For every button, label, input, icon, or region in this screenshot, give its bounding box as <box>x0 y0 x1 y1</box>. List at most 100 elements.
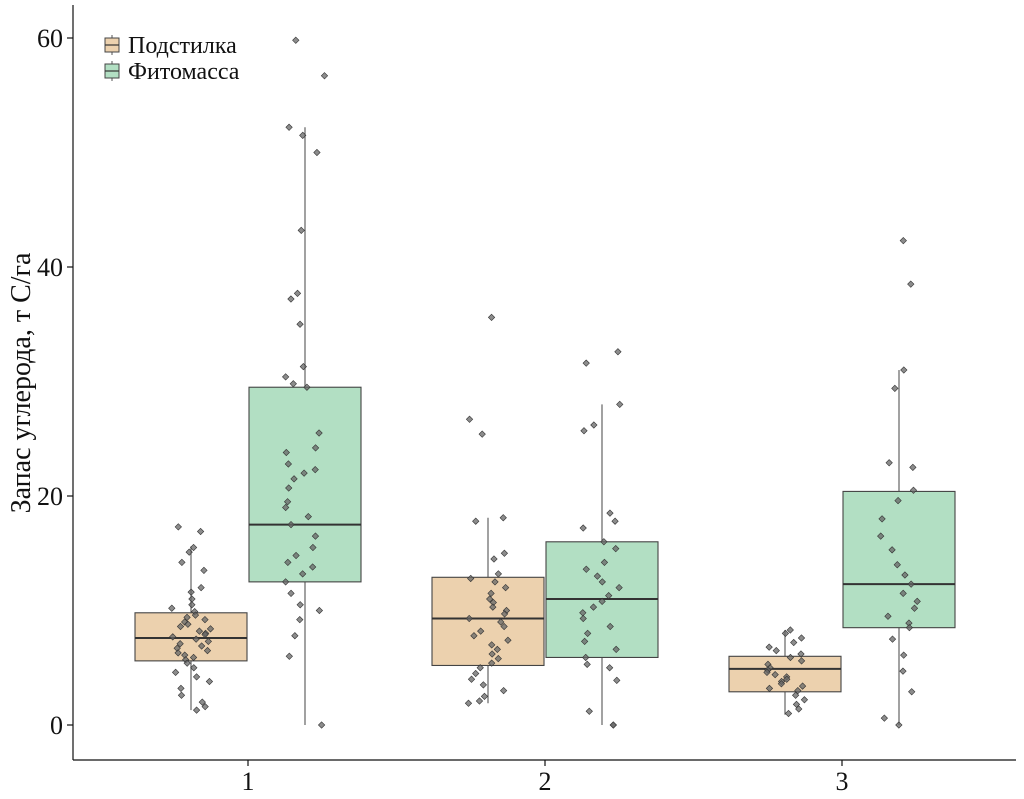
data-point <box>191 611 200 619</box>
data-point <box>797 657 806 665</box>
data-point <box>763 668 771 676</box>
data-point <box>488 641 496 649</box>
data-point <box>910 604 919 612</box>
data-point <box>500 610 509 618</box>
data-point <box>296 320 304 328</box>
data-point <box>590 421 598 429</box>
data-point <box>783 675 791 683</box>
y-ticks: 0 20 40 60 <box>37 24 73 740</box>
data-point <box>614 348 622 356</box>
data-point <box>798 682 807 690</box>
data-point <box>791 691 800 699</box>
data-point <box>465 415 474 423</box>
data-point <box>196 527 205 536</box>
data-point <box>287 295 295 303</box>
box-Подстилка-1 <box>134 523 248 714</box>
data-point <box>593 572 602 580</box>
data-point <box>311 444 320 452</box>
y-tick-label: 20 <box>37 482 63 511</box>
data-point <box>477 627 485 635</box>
x-tick-label: 2 <box>539 767 552 796</box>
data-point <box>800 696 809 704</box>
data-point <box>317 721 326 729</box>
data-point <box>200 566 208 575</box>
data-point <box>899 667 907 675</box>
data-point <box>465 614 473 623</box>
data-point <box>909 486 918 494</box>
data-point <box>600 538 608 546</box>
data-point <box>781 629 790 638</box>
data-point <box>183 613 191 621</box>
box-iqr <box>842 490 956 629</box>
data-point <box>472 669 480 678</box>
data-point <box>478 430 486 438</box>
data-point <box>786 653 795 662</box>
data-point <box>296 601 304 609</box>
data-point <box>501 583 510 592</box>
data-point <box>606 664 614 672</box>
data-point <box>192 706 201 714</box>
data-point <box>908 688 916 696</box>
data-point <box>500 687 508 695</box>
data-point <box>311 466 319 474</box>
x-tick-label: 1 <box>242 767 255 796</box>
data-point <box>177 691 186 699</box>
data-point <box>304 512 312 521</box>
data-point <box>615 583 623 592</box>
data-point <box>488 650 496 658</box>
data-point <box>494 654 502 663</box>
data-point <box>176 640 184 648</box>
data-point <box>907 580 915 588</box>
data-point <box>467 574 475 583</box>
data-point <box>612 645 620 654</box>
data-point <box>878 515 886 523</box>
data-point <box>893 561 901 569</box>
data-point <box>467 675 476 683</box>
data-point <box>285 652 293 660</box>
data-point <box>479 681 487 689</box>
data-point <box>189 543 198 552</box>
legend-key-2 <box>104 61 120 81</box>
data-point <box>311 532 320 540</box>
data-point <box>293 289 302 297</box>
data-point <box>206 625 215 633</box>
data-point <box>292 36 300 44</box>
y-tick-label: 60 <box>37 24 63 53</box>
data-point <box>281 578 290 586</box>
data-point <box>611 517 619 525</box>
data-point <box>299 362 307 371</box>
data-point <box>187 588 195 596</box>
data-point <box>174 649 182 657</box>
data-point <box>282 448 290 457</box>
data-point <box>204 637 212 646</box>
data-point <box>579 524 587 532</box>
legend-label: Фитомасса <box>128 59 240 85</box>
data-point <box>299 131 307 139</box>
data-point <box>499 514 507 522</box>
data-point <box>190 664 198 672</box>
data-point <box>613 676 621 684</box>
data-point <box>178 558 186 567</box>
data-point <box>585 707 593 715</box>
data-point <box>169 633 177 641</box>
data-point <box>609 721 617 729</box>
data-point <box>901 571 909 579</box>
x-tick-label: 3 <box>836 767 849 796</box>
data-point <box>494 570 502 578</box>
data-point <box>500 622 508 631</box>
data-point <box>198 642 206 650</box>
data-point <box>497 618 505 626</box>
data-point <box>292 551 300 560</box>
data-point <box>579 614 587 623</box>
box-Подстилка-2 <box>431 313 545 707</box>
data-point <box>895 721 903 729</box>
data-point <box>777 680 786 688</box>
data-point <box>907 280 915 288</box>
box-Фитомасса-1 <box>248 36 362 729</box>
data-point <box>612 545 620 553</box>
data-point <box>303 383 311 391</box>
data-point <box>475 697 484 705</box>
data-point <box>888 635 897 643</box>
data-point <box>489 603 497 611</box>
